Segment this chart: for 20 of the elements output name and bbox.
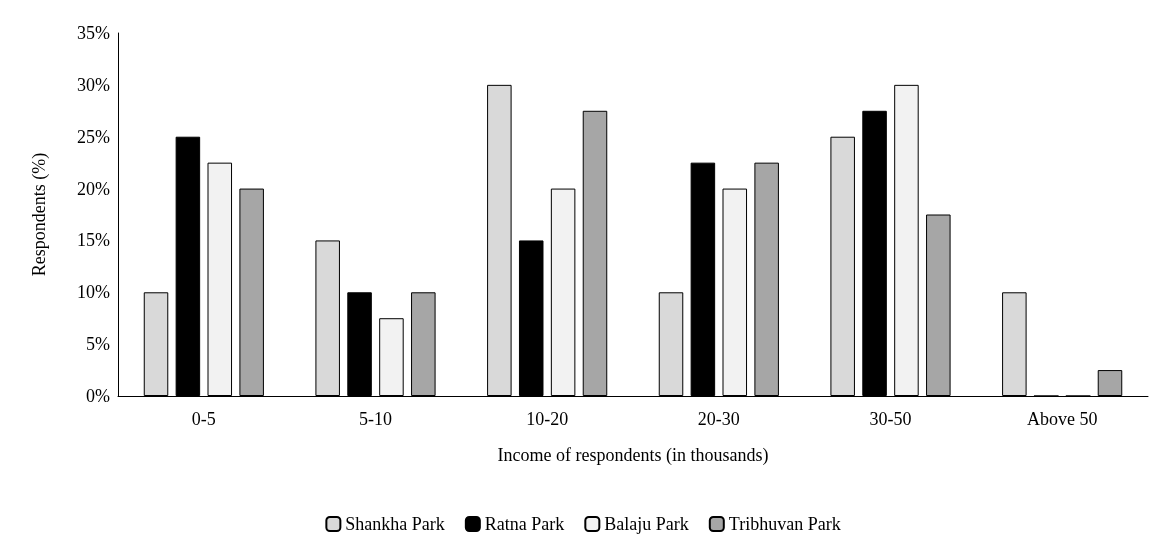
y-tick-label: 5%	[86, 334, 110, 355]
x-tick-label: 10-20	[526, 409, 569, 429]
x-tick-label: 5-10	[359, 409, 392, 429]
y-tick-label: 25%	[77, 126, 110, 147]
y-tick-label: 15%	[77, 230, 110, 251]
legend-label: Tribhuvan Park	[728, 514, 841, 534]
legend-label: Balaju Park	[604, 514, 689, 534]
x-axis-title: Income of respondents (in thousands)	[497, 445, 769, 466]
x-tick-label: Above 50	[1026, 409, 1098, 429]
y-tick-label: 0%	[86, 386, 110, 406]
y-tick-label: 20%	[77, 178, 110, 199]
x-tick-label: 30-50	[869, 409, 912, 429]
y-tick-label: 35%	[77, 23, 110, 43]
legend-label: Ratna Park	[484, 514, 565, 534]
x-tick-label: 0-5	[191, 409, 216, 429]
y-tick-label: 10%	[77, 282, 110, 303]
x-tick-label: 20-30	[697, 409, 740, 429]
legend-label: Shankha Park	[345, 514, 445, 534]
y-axis-title: Respondents (%)	[29, 152, 50, 277]
y-tick-label: 30%	[77, 74, 110, 95]
